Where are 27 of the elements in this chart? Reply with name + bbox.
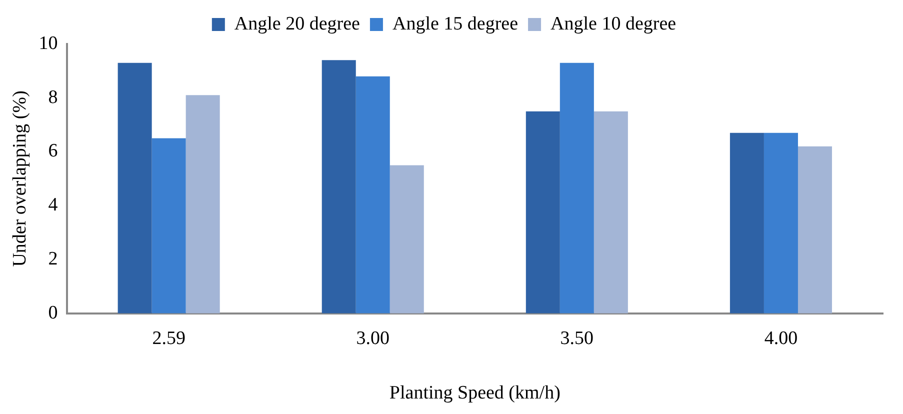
x-tick-label: 3.00 [356,328,390,349]
bar [798,146,832,314]
bar [390,165,424,314]
legend-label: Angle 20 degree [234,13,360,34]
bar [730,132,764,314]
y-tick-label: 6 [48,140,58,162]
bar [322,60,356,314]
y-tick-label: 2 [48,248,58,270]
y-tick-label: 8 [48,86,58,108]
x-tick-label: 4.00 [764,328,798,349]
y-tick-label: 10 [38,32,58,54]
y-tick-label: 0 [48,302,58,324]
legend-label: Angle 15 degree [392,13,518,34]
bar [152,138,186,314]
bar [526,111,560,314]
y-tick-label: 4 [48,194,58,216]
bar [764,132,798,314]
legend-label: Angle 10 degree [550,13,676,34]
x-axis-title: Planting Speed (km/h) [389,382,560,404]
bar [594,111,628,314]
x-tick-label: 3.50 [560,328,594,349]
bar [560,62,594,314]
y-axis-title: Under overlapping (%) [9,90,30,267]
bar [356,76,390,314]
bar [186,95,220,314]
x-tick-label: 2.59 [152,328,186,349]
bar [118,62,152,314]
